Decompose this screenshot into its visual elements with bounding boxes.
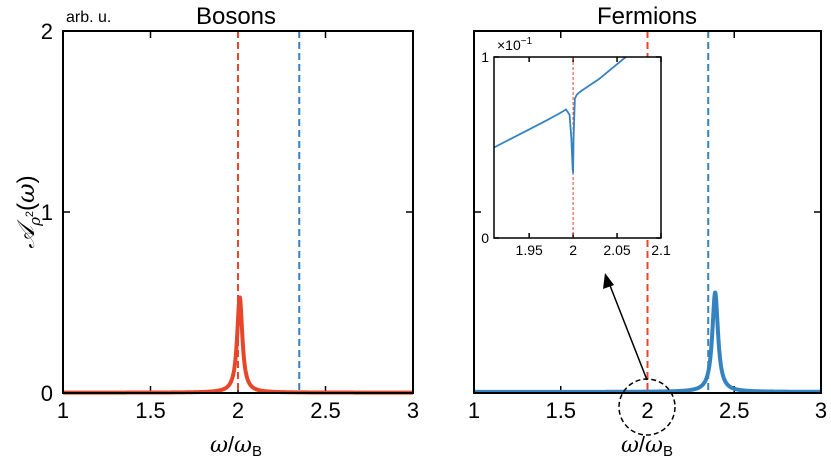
y-tick-label: 1 <box>41 200 53 225</box>
inset-series-line <box>493 56 627 174</box>
inset-pointer-arrowhead <box>603 273 614 289</box>
bosons-reference-lines <box>237 31 301 393</box>
inset: 1.95 2 2.05 2.1 01 ×10−1 <box>481 36 671 258</box>
inset-y-tick-labels: 01 <box>481 49 489 246</box>
x-tick-label: 3 <box>815 398 827 423</box>
x-tick-label: 2.5 <box>719 398 750 423</box>
x-tick-label: 1.5 <box>135 398 166 423</box>
inset-x-tick-label: 2.05 <box>603 242 630 258</box>
x-tick-label: 2.5 <box>310 398 341 423</box>
y-tick-label: 2 <box>41 19 53 44</box>
y-tick-label: 0 <box>41 381 53 406</box>
inset-y-tick-label: 1 <box>481 49 489 65</box>
inset-x-tick-label: 2 <box>569 242 577 258</box>
fermions-title: Fermions <box>597 3 697 30</box>
x-tick-label: 2 <box>641 398 653 423</box>
bosons-title: Bosons <box>196 3 276 30</box>
inset-background <box>494 57 661 238</box>
x-tick-label: 1 <box>468 398 480 423</box>
inset-y-tick-label: 0 <box>481 230 489 246</box>
bosons-x-axis-label: ω/ωB <box>210 432 262 460</box>
inset-scale-label: ×10−1 <box>497 36 533 53</box>
x-tick-label: 1 <box>57 398 69 423</box>
bosons-panel: arb. u. Bosons 1 1.5 2 2.5 3 012 ω/ωB 𝒜ρ2(ω) <box>12 3 419 460</box>
fermions-x-tick-labels: 1 1.5 2 2.5 3 <box>468 398 827 423</box>
x-tick-label: 1.5 <box>545 398 576 423</box>
inset-x-tick-label: 2.1 <box>651 242 671 258</box>
bosons-plot-frame <box>62 30 414 394</box>
x-tick-label: 3 <box>407 398 419 423</box>
inset-frame <box>493 56 662 239</box>
bosons-x-tick-labels: 1 1.5 2 2.5 3 <box>57 398 419 423</box>
bosons-y-tick-labels: 0 1 2 <box>41 19 53 406</box>
fermions-x-axis-label: ω/ωB <box>621 432 673 460</box>
fermions-panel: Fermions 1 1.5 2 2.5 3 ω/ωB 1.95 2 2.05 2.1 0 1 … <box>468 3 827 460</box>
fermions-plot-frame <box>473 30 822 394</box>
inset-x-tick-label: 1.95 <box>516 242 543 258</box>
x-tick-label: 2 <box>232 398 244 423</box>
inset-pointer-arrow <box>608 282 648 381</box>
inset-x-tick-labels: 1.95 2 2.05 2.1 <box>516 242 671 258</box>
unit-label: arb. u. <box>66 9 111 26</box>
fermions-series-line <box>472 290 823 394</box>
y-axis-label: 𝒜ρ2(ω) <box>12 175 44 248</box>
